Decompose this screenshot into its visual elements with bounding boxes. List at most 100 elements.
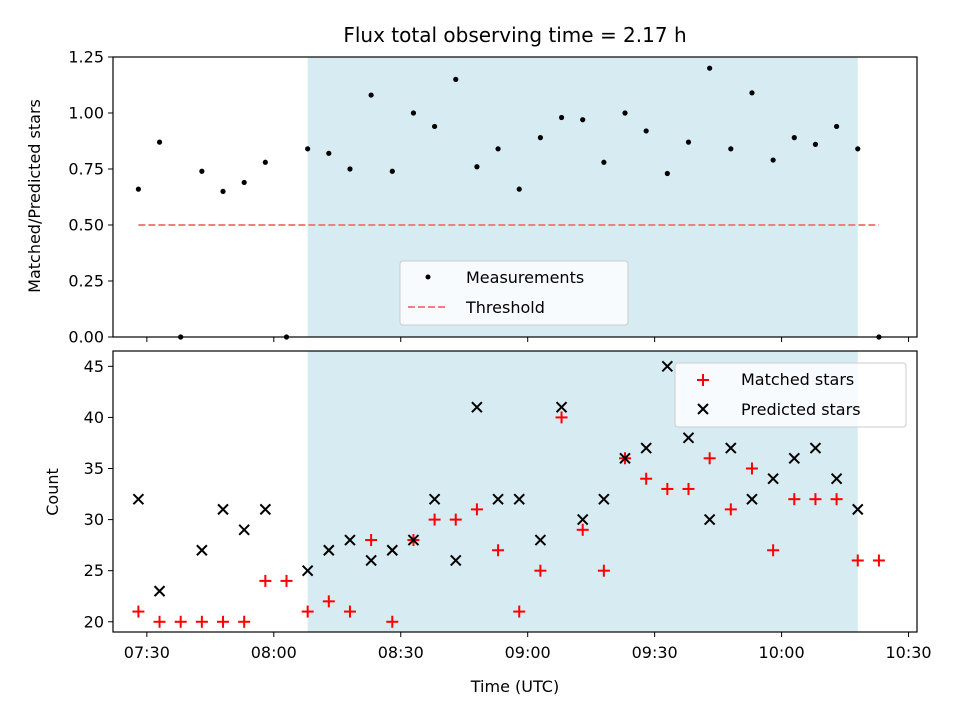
bottom-x-tick-label: 10:00 [759, 643, 805, 662]
matched-star-point [343, 605, 356, 618]
measurement-point [685, 139, 692, 145]
predicted-star-point [238, 524, 250, 536]
matched-star-point [851, 554, 864, 567]
predicted-star-point [640, 442, 652, 454]
matched-star-point [767, 544, 780, 557]
matched-star-point [724, 503, 737, 516]
top-y-tick-label: 0.50 [68, 216, 104, 235]
matched-star-point [534, 564, 547, 577]
top-y-tick-label: 1.00 [68, 104, 104, 123]
bottom-x-tick-label: 10:30 [885, 643, 931, 662]
measurement-point [537, 135, 543, 141]
measurement-point [495, 146, 501, 152]
matched-star-point [745, 462, 758, 475]
top-x-ticks [146, 337, 910, 342]
top-legend: Measurements Threshold [399, 260, 629, 326]
matched-star-point [872, 554, 885, 567]
matched-star-point [428, 513, 441, 526]
predicted-star-point [153, 585, 166, 597]
measurement-point [516, 186, 522, 192]
top-plot-area: 0.00 0.25 0.50 0.75 1.00 1.25 [68, 48, 918, 347]
measurement-point [601, 159, 607, 165]
matched-star-point [238, 615, 251, 628]
predicted-star-point [428, 493, 441, 505]
bottom-predicted-points [132, 360, 864, 597]
legend-measurements-label: Measurements [466, 268, 584, 287]
measurement-point [855, 146, 861, 152]
predicted-star-point [830, 473, 843, 485]
bottom-y-tick-label: 40 [84, 408, 104, 427]
top-y-tick-label: 0.00 [68, 328, 104, 347]
bottom-x-ticks: 07:30 08:00 08:30 09:00 09:30 10:00 10:30 [124, 632, 932, 662]
matched-star-point [682, 482, 695, 495]
predicted-star-point [217, 503, 229, 516]
matched-star-point [449, 513, 462, 526]
predicted-star-point [809, 442, 822, 454]
measurement-point [770, 157, 776, 163]
predicted-star-point [407, 534, 420, 546]
matched-star-point [788, 493, 801, 506]
measurement-point [791, 135, 797, 141]
bottom-axes-frame [112, 350, 918, 633]
predicted-star-point [471, 401, 483, 413]
top-legend-box [399, 260, 629, 326]
measurement-point [474, 164, 480, 170]
measurement-point [347, 166, 353, 172]
top-y-tick-label: 0.75 [68, 160, 104, 179]
measurement-point [135, 186, 141, 192]
matched-star-point [259, 574, 272, 587]
matched-star-point [301, 605, 314, 618]
measurement-point [368, 92, 374, 98]
matched-star-point [576, 523, 589, 536]
matched-star-point [597, 564, 610, 577]
legend-matched-label: Matched stars [741, 370, 854, 389]
bottom-x-tick-label: 09:00 [505, 643, 551, 662]
measurement-point [410, 110, 417, 116]
predicted-star-point [598, 493, 610, 505]
measurement-point [834, 123, 840, 130]
top-y-tick-label: 1.25 [68, 48, 104, 67]
measurement-point [389, 168, 395, 174]
matched-star-point [174, 615, 187, 628]
predicted-star-point [661, 360, 674, 373]
predicted-star-point [703, 513, 716, 526]
bottom-legend: Matched stars Predicted stars [674, 362, 907, 428]
measurement-point [305, 146, 311, 152]
measurement-point [728, 146, 734, 152]
predicted-star-point [725, 442, 737, 454]
matched-star-point [217, 615, 230, 628]
legend-predicted-marker [697, 403, 709, 415]
predicted-star-point [365, 554, 377, 567]
predicted-star-point [682, 432, 695, 444]
predicted-star-point [301, 564, 314, 577]
legend-threshold-label: Threshold [465, 298, 545, 317]
matched-star-point [153, 615, 166, 628]
bottom-y-tick-label: 20 [84, 612, 104, 631]
matched-star-point [322, 595, 335, 608]
measurement-point [812, 141, 819, 147]
matched-star-point [365, 534, 378, 547]
matched-star-point [195, 615, 208, 628]
predicted-star-point [259, 503, 272, 516]
predicted-star-point [619, 452, 631, 464]
measurement-point [622, 110, 628, 116]
matched-star-point [132, 605, 145, 618]
matched-star-point [513, 605, 526, 618]
matched-star-point [830, 493, 843, 506]
predicted-star-point [450, 554, 462, 567]
top-y-axis-title: Matched/Predicted stars [25, 99, 44, 293]
predicted-star-point [746, 493, 758, 505]
bottom-x-tick-label: 09:30 [632, 643, 678, 662]
predicted-star-point [196, 544, 208, 556]
legend-measurements-marker [425, 274, 431, 280]
predicted-star-point [534, 534, 547, 546]
matched-star-point [703, 452, 716, 465]
measurement-point [326, 150, 332, 156]
bottom-y-tick-label: 45 [84, 357, 104, 376]
predicted-star-point [323, 544, 335, 556]
matched-star-point [555, 411, 568, 424]
top-y-ticks: 0.00 0.25 0.50 0.75 1.00 1.25 [68, 48, 113, 347]
matched-star-point [640, 472, 653, 485]
predicted-star-point [492, 493, 504, 505]
bottom-y-tick-label: 35 [84, 459, 104, 478]
